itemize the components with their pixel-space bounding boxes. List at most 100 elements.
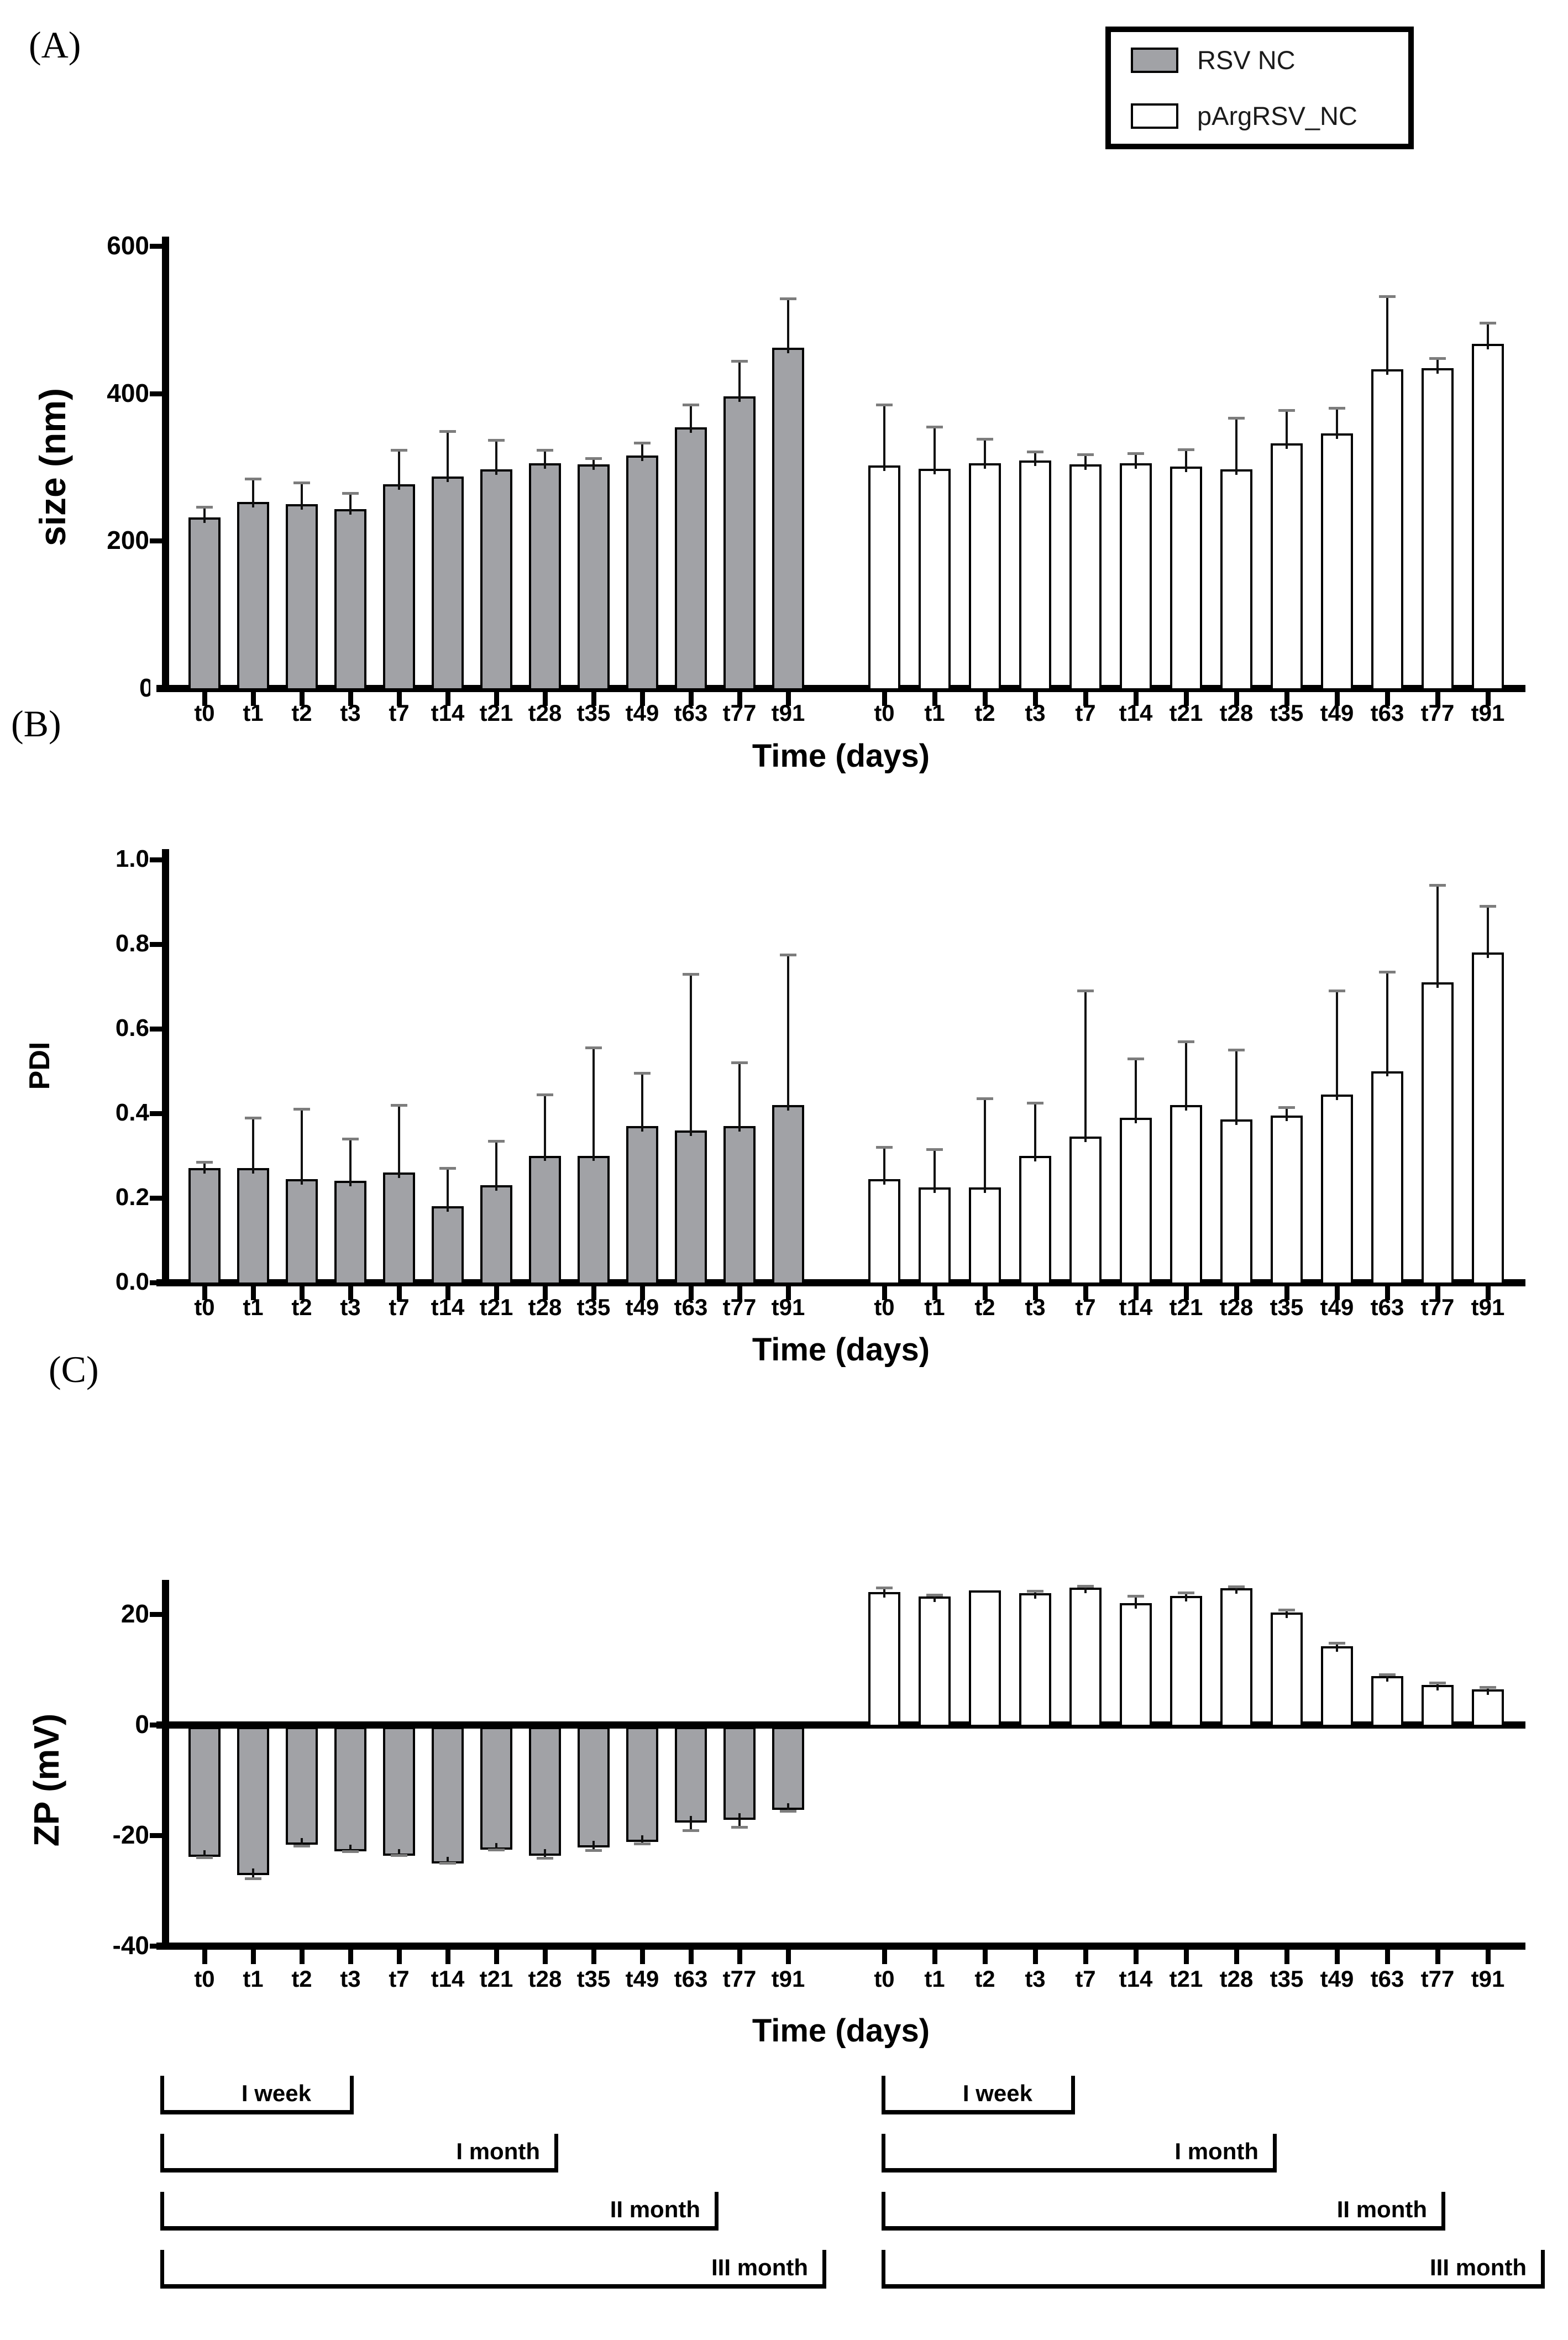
error-bar-stem bbox=[1487, 906, 1489, 959]
x-tick bbox=[1134, 1950, 1139, 1964]
x-tick bbox=[1335, 692, 1340, 706]
error-bar-stem bbox=[1286, 410, 1288, 449]
error-bar-stem bbox=[738, 361, 741, 402]
x-tick bbox=[494, 1950, 499, 1964]
error-bar-cap bbox=[1379, 970, 1396, 973]
y-tick bbox=[150, 1280, 162, 1285]
error-bar-stem bbox=[398, 1849, 400, 1856]
x-tick bbox=[251, 1950, 256, 1964]
y-tick bbox=[150, 1944, 162, 1949]
x-tick bbox=[737, 1286, 742, 1300]
error-bar-stem bbox=[544, 450, 546, 469]
error-bar-cap bbox=[1379, 295, 1396, 298]
x-tick bbox=[1083, 1950, 1088, 1964]
error-bar-stem bbox=[252, 1117, 254, 1174]
x-tick bbox=[1134, 692, 1139, 706]
x-axis-title-panel-c: Time (days) bbox=[752, 2013, 930, 2049]
x-tick-label: t7 bbox=[389, 1966, 410, 1992]
error-bar-cap bbox=[780, 1810, 796, 1813]
error-bar-stem bbox=[447, 1168, 449, 1212]
x-tick bbox=[689, 1286, 694, 1300]
x-tick bbox=[1435, 1286, 1440, 1300]
x-tick-label: t7 bbox=[1075, 700, 1096, 726]
bar bbox=[334, 509, 366, 690]
y-tick-label: 200 bbox=[107, 526, 149, 555]
x-tick-label: t2 bbox=[974, 1294, 995, 1320]
bar bbox=[1321, 1094, 1353, 1285]
x-tick bbox=[1486, 1950, 1491, 1964]
error-bar-cap bbox=[439, 1862, 456, 1865]
bar bbox=[480, 1185, 512, 1285]
error-bar-stem bbox=[1135, 1058, 1137, 1123]
error-bar-stem bbox=[984, 439, 986, 469]
x-tick bbox=[882, 692, 887, 706]
bar bbox=[529, 1727, 561, 1856]
x-tick-label: t63 bbox=[674, 700, 708, 726]
x-tick-label: t0 bbox=[874, 1294, 895, 1320]
bar bbox=[578, 464, 610, 690]
bar bbox=[1019, 1593, 1051, 1727]
error-bar-stem bbox=[1436, 884, 1439, 988]
y-tick-label: 1.0 bbox=[115, 845, 149, 872]
error-bar-cap bbox=[293, 1108, 310, 1111]
bar bbox=[432, 1206, 464, 1285]
bar bbox=[868, 1179, 900, 1285]
error-bar-stem bbox=[398, 1104, 400, 1179]
x-tick bbox=[300, 1950, 305, 1964]
x-tick bbox=[1385, 1950, 1390, 1964]
bar bbox=[1120, 463, 1152, 690]
x-tick-label: t49 bbox=[625, 1966, 659, 1992]
x-tick-label: t14 bbox=[431, 1294, 465, 1320]
y-tick-label: 20 bbox=[120, 1599, 149, 1628]
error-bar-cap bbox=[245, 1116, 261, 1119]
panel-b-label: (B) bbox=[11, 703, 61, 745]
x-tick-label: t77 bbox=[1420, 1966, 1455, 1992]
x-tick bbox=[543, 1950, 548, 1964]
x-tick-label: t35 bbox=[1270, 700, 1304, 726]
panel-a-label: (A) bbox=[29, 24, 81, 66]
error-bar-stem bbox=[738, 1062, 741, 1132]
bar bbox=[237, 1727, 269, 1875]
y-tick-label: 600 bbox=[107, 231, 149, 260]
bar bbox=[334, 1181, 366, 1285]
bar bbox=[1371, 1071, 1403, 1285]
error-bar-stem bbox=[934, 426, 936, 474]
error-bar-cap bbox=[196, 506, 213, 509]
x-tick-label: t0 bbox=[874, 700, 895, 726]
x-tick-label: t7 bbox=[1075, 1294, 1096, 1320]
x-tick bbox=[445, 1286, 450, 1300]
error-bar-cap bbox=[585, 1849, 602, 1852]
bar bbox=[1422, 982, 1454, 1285]
legend-box: RSV NC pArgRSV_NC bbox=[1105, 27, 1414, 149]
bar bbox=[626, 1125, 658, 1285]
bar bbox=[286, 504, 318, 690]
x-tick-label: t2 bbox=[291, 1294, 312, 1320]
x-tick bbox=[397, 692, 402, 706]
x-tick-label: t3 bbox=[1025, 1294, 1046, 1320]
x-tick-label: t21 bbox=[479, 1294, 513, 1320]
error-bar-cap bbox=[196, 1160, 213, 1164]
error-bar-cap bbox=[1178, 1040, 1194, 1043]
y-tick-label: 0.4 bbox=[115, 1099, 149, 1126]
error-bar-cap bbox=[876, 1146, 893, 1149]
x-tick-label: t63 bbox=[1370, 1294, 1404, 1320]
x-tick bbox=[689, 692, 694, 706]
x-tick-label: t49 bbox=[1320, 1966, 1354, 1992]
error-bar-stem bbox=[301, 1109, 303, 1185]
error-bar-stem bbox=[349, 1138, 352, 1187]
error-bar-stem bbox=[1034, 1591, 1036, 1599]
bar bbox=[1069, 1588, 1102, 1727]
y-tick bbox=[150, 857, 162, 862]
error-bar-stem bbox=[883, 404, 885, 472]
x-tick-label: t91 bbox=[771, 1966, 805, 1992]
bar bbox=[237, 1168, 269, 1285]
error-bar-cap bbox=[1329, 407, 1345, 410]
error-bar-stem bbox=[690, 1816, 692, 1831]
y-tick-label: -20 bbox=[112, 1820, 149, 1849]
x-tick bbox=[251, 1286, 256, 1300]
error-bar-cap bbox=[634, 1842, 651, 1845]
bracket: III month bbox=[160, 2250, 826, 2289]
x-tick bbox=[1284, 692, 1289, 706]
x-tick-label: t77 bbox=[1420, 1294, 1455, 1320]
error-bar-cap bbox=[1278, 1106, 1295, 1109]
